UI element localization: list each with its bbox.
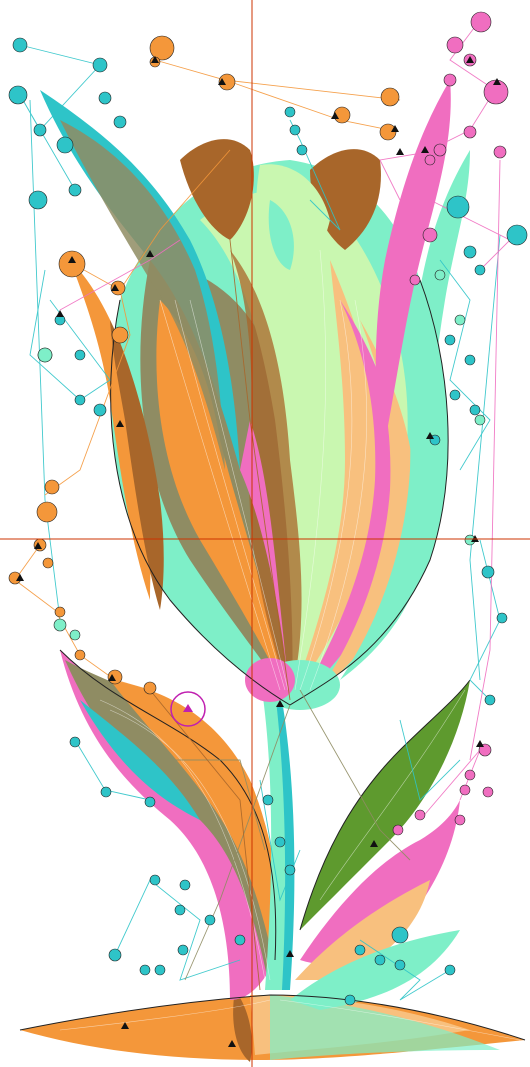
lower-left-leaf[interactable] — [60, 650, 282, 1000]
tulip-bloom[interactable] — [40, 80, 470, 710]
stitch-nodes[interactable] — [8, 11, 528, 1006]
selection-marker[interactable] — [170, 691, 206, 727]
needle-markers — [16, 56, 501, 1047]
ground-fringe — [20, 990, 525, 1062]
outline-strokes — [19, 279, 526, 1041]
stitch-texture — [59, 249, 521, 1041]
